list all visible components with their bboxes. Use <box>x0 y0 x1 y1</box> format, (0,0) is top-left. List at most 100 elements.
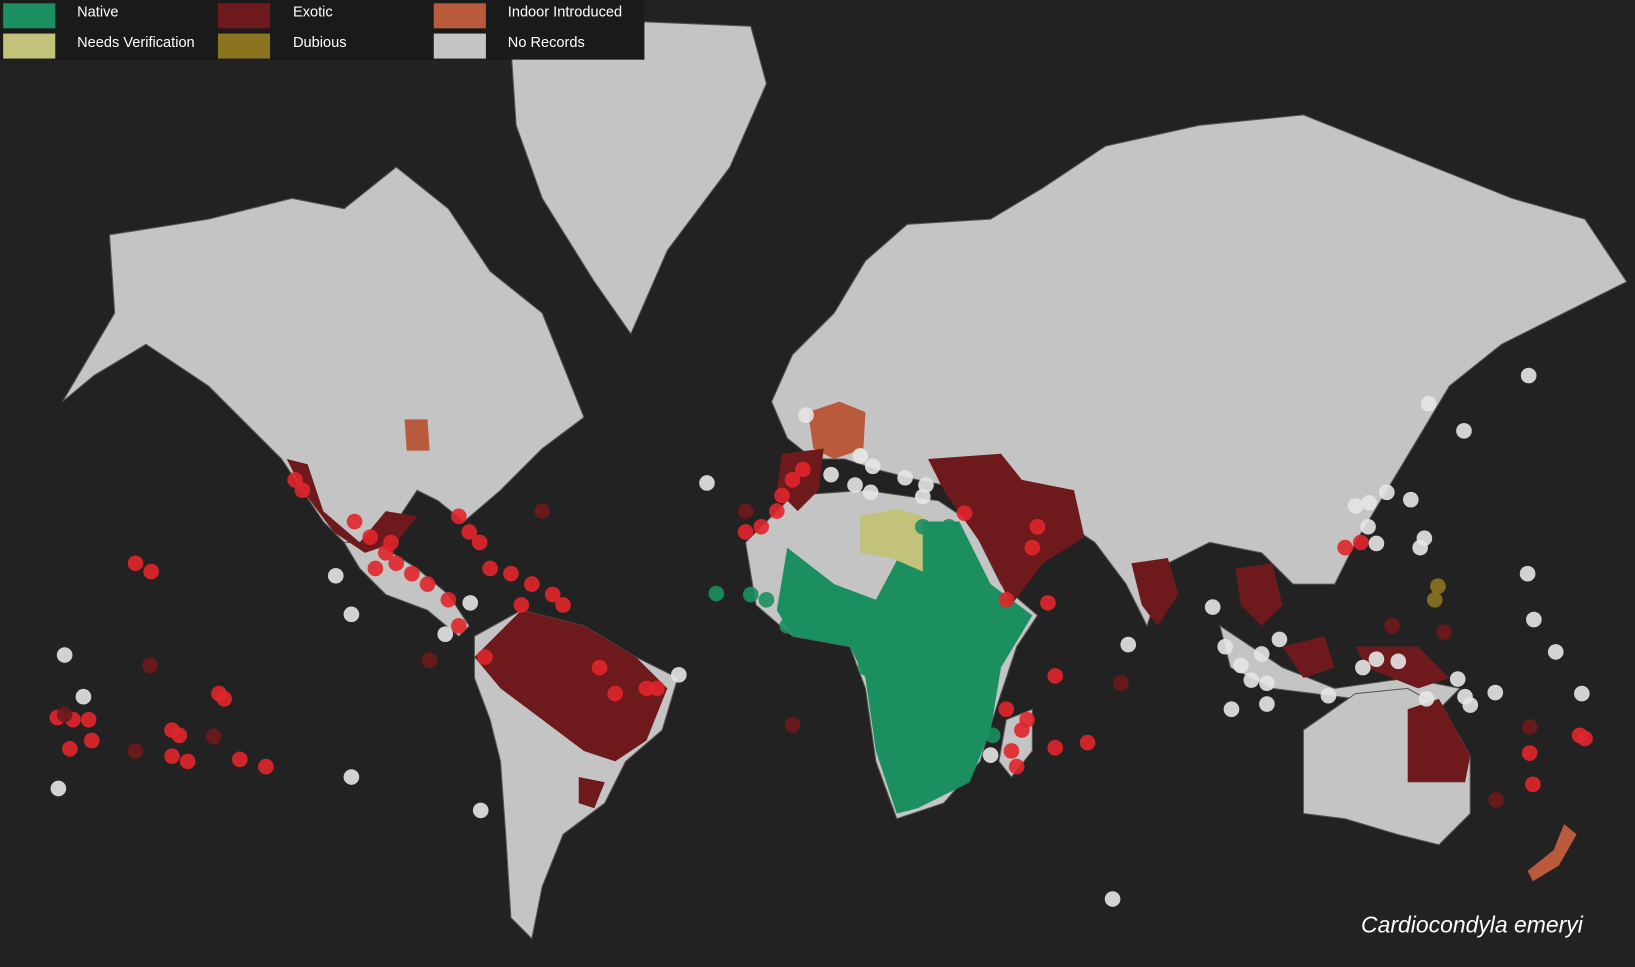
dot-no-records <box>897 469 913 486</box>
dot-no-records <box>1574 685 1590 702</box>
dot-no-records <box>343 769 360 785</box>
dot-native <box>914 518 931 535</box>
dot-native <box>708 585 725 602</box>
dot-exotic <box>383 534 399 551</box>
region-needs-verification <box>860 509 923 572</box>
dot-dubious <box>1426 591 1443 608</box>
dot-exotic-dark <box>1488 792 1505 808</box>
dot-exotic <box>774 487 790 504</box>
dot-no-records <box>1412 539 1429 556</box>
legend-swatch <box>433 3 486 29</box>
dot-exotic <box>784 472 801 488</box>
dot-exotic-dark <box>205 728 222 745</box>
dot-exotic <box>294 482 311 499</box>
legend-swatch <box>217 3 271 29</box>
dot-exotic <box>388 555 405 572</box>
dot-exotic <box>769 503 785 519</box>
legend-label: Exotic <box>293 5 333 21</box>
dot-no-records <box>1120 636 1137 653</box>
region-indoor <box>404 419 430 451</box>
legend-label: Indoor Introduced <box>508 5 622 21</box>
dot-exotic <box>450 508 467 525</box>
dot-exotic <box>404 565 420 582</box>
dot-no-records <box>1259 675 1275 692</box>
dot-exotic <box>1337 539 1353 556</box>
dot-no-records <box>1253 646 1270 662</box>
dot-exotic-dark <box>127 743 144 759</box>
dot-no-records <box>1462 697 1479 713</box>
dot-exotic <box>83 732 100 749</box>
dot-no-records <box>862 484 879 501</box>
dot-exotic <box>367 560 384 577</box>
dot-no-records <box>1547 644 1564 660</box>
dot-no-records <box>1233 657 1249 674</box>
legend-label: Dubious <box>293 35 347 51</box>
dot-exotic <box>346 513 363 530</box>
dot-exotic-dark <box>784 717 801 733</box>
dot-exotic-dark <box>1521 719 1538 735</box>
dot-native <box>925 763 942 780</box>
dot-no-records <box>1420 395 1437 412</box>
dot-no-records <box>1360 518 1376 535</box>
dot-native <box>779 618 796 634</box>
dot-exotic <box>461 524 478 540</box>
dot-exotic <box>1079 734 1096 751</box>
dot-no-records <box>1520 367 1537 384</box>
dot-no-records <box>1347 498 1364 514</box>
dot-native <box>941 518 957 535</box>
dot-exotic <box>544 586 561 603</box>
dot-exotic <box>998 701 1015 718</box>
dot-exotic <box>1521 745 1538 761</box>
dot-native <box>888 763 905 780</box>
legend-swatch <box>217 33 271 59</box>
dot-no-records <box>670 667 687 683</box>
dot-no-records <box>1204 599 1221 615</box>
legend-background <box>0 0 645 60</box>
legend-swatch <box>3 33 56 59</box>
dot-exotic <box>1524 776 1541 793</box>
dot-exotic <box>998 591 1015 608</box>
dot-exotic-dark <box>1436 624 1453 640</box>
dot-exotic <box>1003 743 1020 759</box>
dot-no-records <box>462 595 479 611</box>
dot-no-records <box>1418 691 1435 707</box>
dot-exotic <box>258 758 274 775</box>
dot-exotic <box>362 529 378 546</box>
dot-exotic <box>1024 539 1041 556</box>
dot-no-records <box>1449 671 1466 687</box>
dot-exotic-dark <box>1113 675 1129 692</box>
legend-label: Native <box>77 5 118 21</box>
caption: Cardiocondyla emeryi <box>1361 911 1584 937</box>
dot-no-records <box>1104 891 1121 907</box>
dot-no-records <box>914 488 931 505</box>
dot-exotic <box>607 685 624 702</box>
dot-exotic <box>1047 740 1064 756</box>
dot-native <box>972 701 988 718</box>
dot-no-records <box>1379 484 1395 501</box>
dot-exotic <box>1019 711 1035 728</box>
dot-no-records <box>1361 494 1377 511</box>
dot-exotic <box>419 576 436 592</box>
dot-exotic-dark <box>737 503 754 519</box>
dot-exotic <box>450 618 467 634</box>
legend-label: No Records <box>508 35 585 51</box>
dot-exotic <box>649 680 665 697</box>
dot-native <box>878 722 895 738</box>
dot-no-records <box>343 606 360 623</box>
dot-no-records <box>1368 535 1385 552</box>
dot-no-records <box>1355 659 1371 676</box>
dot-exotic <box>471 534 488 551</box>
dot-exotic <box>1352 534 1369 551</box>
dot-native <box>946 581 962 598</box>
legend-label: Needs Verification <box>77 35 194 51</box>
dot-no-records <box>1320 687 1337 704</box>
dot-exotic <box>555 597 571 613</box>
dot-no-records <box>1456 423 1472 439</box>
dot-native <box>977 670 994 686</box>
dot-exotic <box>127 555 144 572</box>
dot-exotic <box>1040 595 1056 611</box>
dot-no-records <box>1390 653 1407 670</box>
dot-exotic <box>503 565 519 582</box>
